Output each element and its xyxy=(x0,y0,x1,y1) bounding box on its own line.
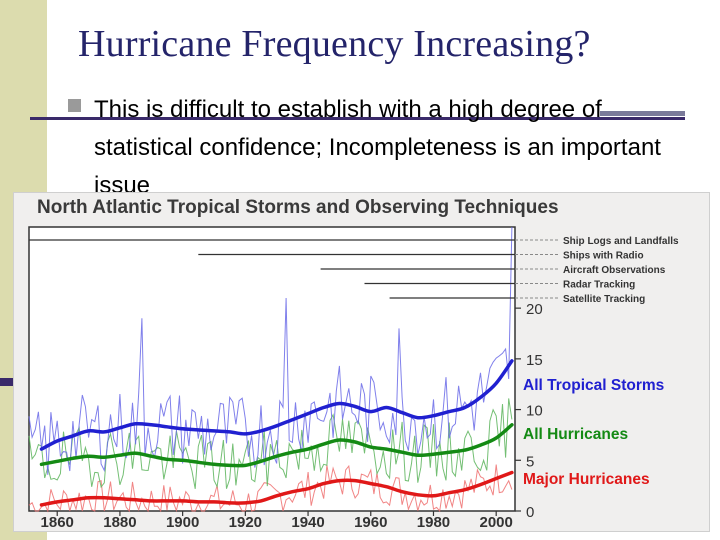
bullet-square-icon xyxy=(68,99,81,112)
y-tick-label: 20 xyxy=(526,301,543,318)
legend-label: Major Hurricanes xyxy=(523,471,650,488)
trend-line-major-hurricanes xyxy=(39,470,514,507)
x-tick-label: 1860 xyxy=(41,514,74,531)
y-tick-label: 0 xyxy=(526,504,534,521)
technique-label: Radar Tracking xyxy=(563,280,635,291)
y-tick-label: 10 xyxy=(526,403,543,420)
bullet-text: This is difficult to establish with a hi… xyxy=(94,96,661,199)
plot-area xyxy=(28,226,516,512)
legend-label: All Tropical Storms xyxy=(523,377,664,394)
technique-label: Satellite Tracking xyxy=(563,294,645,305)
technique-label: Ships with Radio xyxy=(563,251,644,262)
x-tick-label: 1980 xyxy=(417,514,450,531)
slide-title: Hurricane Frequency Increasing? xyxy=(78,23,591,65)
technique-label: Aircraft Observations xyxy=(563,265,666,276)
x-tick-label: 1960 xyxy=(354,514,387,531)
bullet-point: This is difficult to establish with a hi… xyxy=(68,91,678,205)
y-tick-label: 15 xyxy=(526,352,543,369)
y-tick-label: 5 xyxy=(526,453,534,470)
title-rule-shadow xyxy=(600,111,685,116)
x-tick-label: 1900 xyxy=(166,514,199,531)
raw-series-major-hurricanes xyxy=(28,464,513,513)
x-tick-label: 1920 xyxy=(229,514,262,531)
storm-chart: Ship Logs and Landfalls Ships with Radio A… xyxy=(28,226,679,531)
trend-line-all-tropical-storms xyxy=(39,359,514,451)
technique-label: Ship Logs and Landfalls xyxy=(563,236,679,247)
trend-line-all-hurricanes xyxy=(39,423,514,468)
x-tick-label: 2000 xyxy=(479,514,512,531)
chart-title: North Atlantic Tropical Storms and Obser… xyxy=(37,197,559,218)
raw-series-all-tropical-storms xyxy=(28,226,513,475)
x-tick-label: 1880 xyxy=(103,514,136,531)
title-rule xyxy=(30,117,685,120)
chart-frame: North Atlantic Tropical Storms and Obser… xyxy=(13,192,710,532)
legend-label: All Hurricanes xyxy=(523,426,628,443)
x-tick-label: 1940 xyxy=(291,514,324,531)
